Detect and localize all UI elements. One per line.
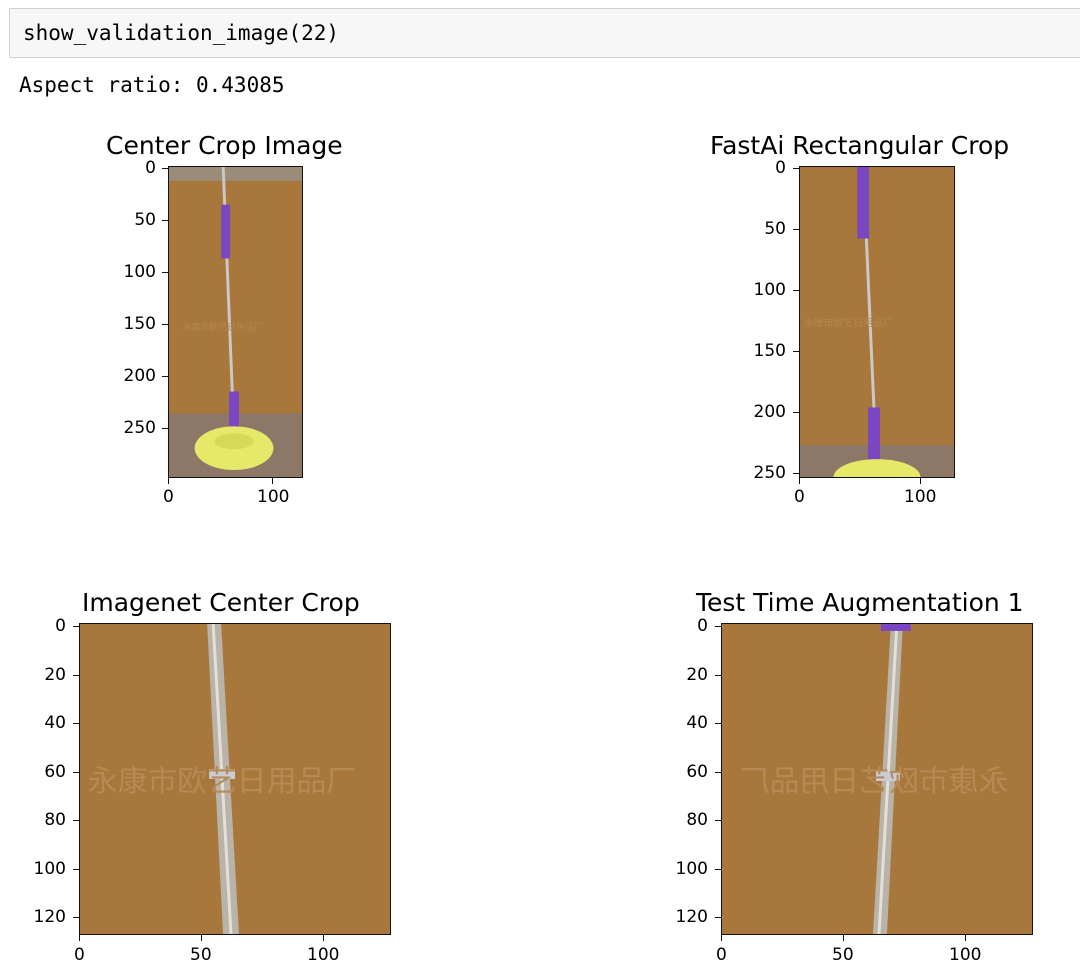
xtick-label: 100 xyxy=(257,487,290,507)
ytick-label: 250 xyxy=(753,463,786,483)
plot-title-imagenet-crop: Imagenet Center Crop xyxy=(82,588,360,617)
ytick-label: 0 xyxy=(55,616,66,636)
ytick-label: 60 xyxy=(44,762,66,782)
ytick-label: 40 xyxy=(686,713,708,733)
fastai-rectangular-crop-image: 永康市欧艺日用品厂 xyxy=(799,166,955,478)
xtick-label: 0 xyxy=(794,487,805,507)
xtick-label: 100 xyxy=(307,945,340,965)
ytick-label: 0 xyxy=(775,158,786,178)
plot-title-tta: Test Time Augmentation 1 xyxy=(696,588,1024,617)
ytick-label: 0 xyxy=(697,616,708,636)
svg-text:永康市欧艺日用品厂: 永康市欧艺日用品厂 xyxy=(740,764,1008,799)
code-text[interactable]: show_validation_image(22) xyxy=(23,21,340,45)
ytick-label: 100 xyxy=(123,262,156,282)
ytick-label: 120 xyxy=(675,907,708,927)
ytick-label: 100 xyxy=(753,280,786,300)
plot-title-center-crop: Center Crop Image xyxy=(106,131,343,160)
ytick-label: 50 xyxy=(134,210,156,230)
xtick-label: 50 xyxy=(832,945,854,965)
ytick-label: 80 xyxy=(686,810,708,830)
ytick-label: 0 xyxy=(145,158,156,178)
ytick-label: 100 xyxy=(675,859,708,879)
ytick-label: 250 xyxy=(123,418,156,438)
plot-title-fastai-crop: FastAi Rectangular Crop xyxy=(710,131,1010,160)
xtick-label: 100 xyxy=(949,945,982,965)
test-time-augmentation-image: 永康市欧艺日用品厂 xyxy=(721,623,1033,935)
xtick-label: 0 xyxy=(74,945,85,965)
svg-text:永康市欧艺日用品厂: 永康市欧艺日用品厂 xyxy=(88,764,356,799)
ytick-label: 80 xyxy=(44,810,66,830)
xtick-label: 100 xyxy=(904,487,937,507)
ytick-label: 20 xyxy=(686,665,708,685)
ytick-label: 20 xyxy=(44,665,66,685)
xtick-label: 0 xyxy=(163,487,174,507)
ytick-label: 200 xyxy=(753,402,786,422)
xtick-label: 0 xyxy=(716,945,727,965)
ytick-label: 50 xyxy=(764,219,786,239)
code-cell-input[interactable]: show_validation_image(22) xyxy=(9,8,1080,58)
svg-text:永康市欧艺日用品厂: 永康市欧艺日用品厂 xyxy=(183,321,263,333)
ytick-label: 100 xyxy=(33,859,66,879)
xtick-label: 50 xyxy=(190,945,212,965)
aspect-ratio-output: Aspect ratio: 0.43085 xyxy=(19,73,285,97)
ytick-label: 120 xyxy=(33,907,66,927)
ytick-label: 200 xyxy=(123,366,156,386)
imagenet-center-crop-image: 永康市欧艺日用品厂 xyxy=(79,623,391,935)
ytick-label: 60 xyxy=(686,762,708,782)
ytick-label: 150 xyxy=(123,314,156,334)
ytick-label: 150 xyxy=(753,341,786,361)
svg-text:永康市欧艺日用品厂: 永康市欧艺日用品厂 xyxy=(804,316,893,329)
center-crop-image: 永康市欧艺日用品厂 xyxy=(168,166,303,478)
ytick-label: 40 xyxy=(44,713,66,733)
